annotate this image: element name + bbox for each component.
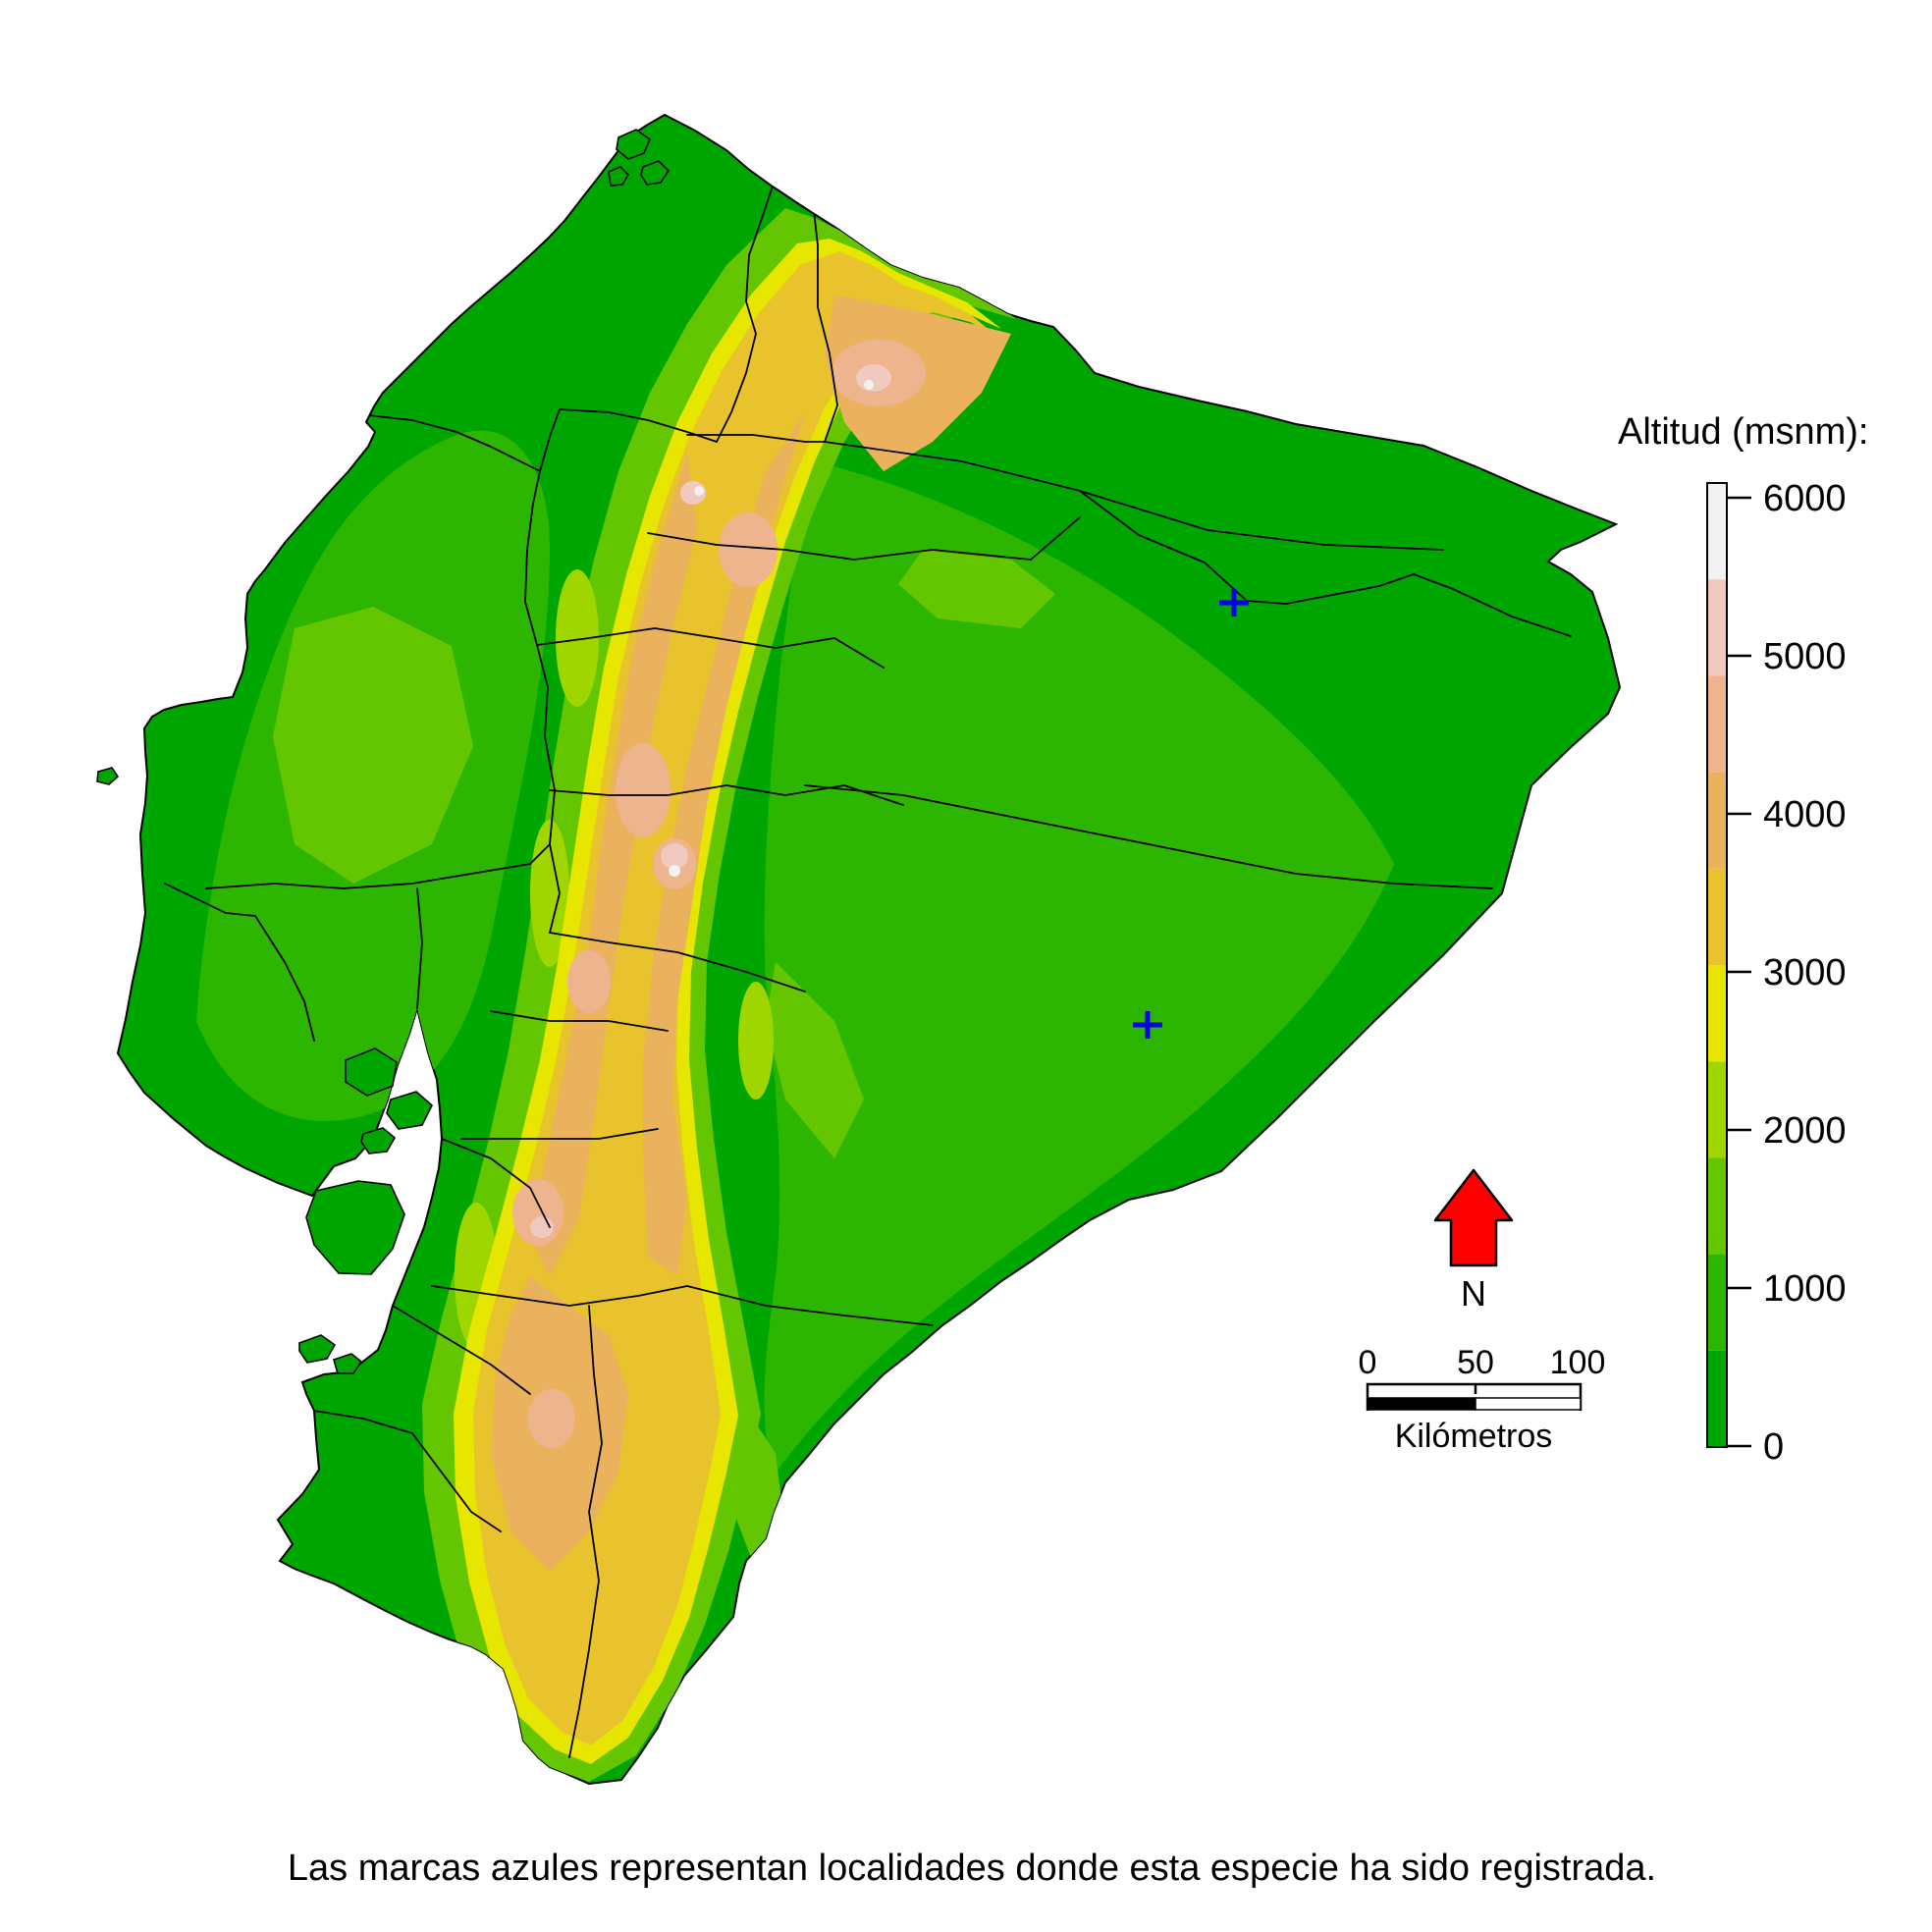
legend-title: Altitud (msnm): bbox=[1618, 411, 1868, 453]
salmon-patch-6 bbox=[528, 1389, 575, 1448]
snowcap-north bbox=[864, 380, 874, 390]
north-arrow: N bbox=[1433, 1168, 1514, 1314]
scale-bar-unit: Kilómetros bbox=[1395, 1418, 1553, 1455]
north-arrow-label: N bbox=[1461, 1273, 1486, 1314]
island-gulf-2 bbox=[386, 1091, 433, 1130]
scale-bar-right-segment bbox=[1475, 1397, 1582, 1411]
island-nw-2 bbox=[640, 160, 671, 186]
island-gulf-1 bbox=[345, 1047, 398, 1097]
pink-patch-3 bbox=[661, 843, 688, 869]
islands bbox=[96, 129, 671, 1374]
legend-color-ramp bbox=[1706, 482, 1728, 1448]
island-jambeli-1 bbox=[298, 1334, 337, 1364]
napo-ridge bbox=[898, 550, 1055, 628]
scale-label-100: 100 bbox=[1550, 1344, 1606, 1381]
island-puna bbox=[305, 1180, 405, 1275]
island-jambeli-2 bbox=[333, 1353, 363, 1374]
legend-ramp-border bbox=[1706, 482, 1728, 1448]
scale-label-50: 50 bbox=[1457, 1344, 1494, 1381]
scale-bar-left-segment bbox=[1367, 1397, 1476, 1411]
scale-label-0: 0 bbox=[1359, 1344, 1377, 1381]
legend-tick-labels: 6000 5000 4000 3000 2000 1000 0 bbox=[1763, 478, 1847, 1468]
salmon-patch-3 bbox=[616, 743, 671, 837]
island-nw-1 bbox=[616, 129, 651, 160]
legend-label-4000: 4000 bbox=[1763, 794, 1847, 835]
amazon-low-hills bbox=[764, 461, 1394, 1473]
legend-label-1000: 1000 bbox=[1763, 1268, 1847, 1310]
province-boundaries bbox=[164, 186, 1572, 1758]
legend-label-0: 0 bbox=[1763, 1426, 1784, 1468]
scale-bar: 0 50 100 Kilómetros bbox=[1359, 1344, 1606, 1455]
upland-fringe-1 bbox=[556, 569, 599, 707]
upland-fringe-2 bbox=[530, 820, 569, 967]
elevation-shading bbox=[196, 208, 1394, 1782]
legend-label-2000: 2000 bbox=[1763, 1110, 1847, 1152]
salmon-patch-4 bbox=[567, 950, 611, 1013]
locality-marker bbox=[1219, 589, 1249, 617]
legend-label-5000: 5000 bbox=[1763, 636, 1847, 677]
country-landmass bbox=[96, 113, 1622, 1786]
tan-west-cordillera bbox=[530, 452, 697, 1276]
figure-caption: Las marcas azules representan localidade… bbox=[288, 1848, 1656, 1889]
snowcap-cayambe bbox=[694, 486, 704, 496]
island-nw-3 bbox=[608, 166, 630, 187]
cutucu-ridge bbox=[766, 962, 864, 1158]
legend-label-3000: 3000 bbox=[1763, 952, 1847, 993]
elevation-legend: Altitud (msnm): 6000 5000 bbox=[1618, 411, 1868, 1468]
legend-ticks bbox=[1727, 496, 1751, 1448]
island-la-plata bbox=[96, 767, 120, 785]
salmon-patch-2 bbox=[719, 512, 778, 587]
upland-fringe-5 bbox=[738, 982, 774, 1100]
pink-patch-1 bbox=[856, 364, 891, 392]
locality-marker bbox=[1133, 1011, 1162, 1039]
island-gulf-3 bbox=[360, 1127, 397, 1154]
snowcap-chimborazo bbox=[669, 865, 680, 877]
north-arrow-icon bbox=[1433, 1168, 1514, 1267]
legend-label-6000: 6000 bbox=[1763, 478, 1847, 519]
coastal-range-hills bbox=[273, 607, 473, 884]
